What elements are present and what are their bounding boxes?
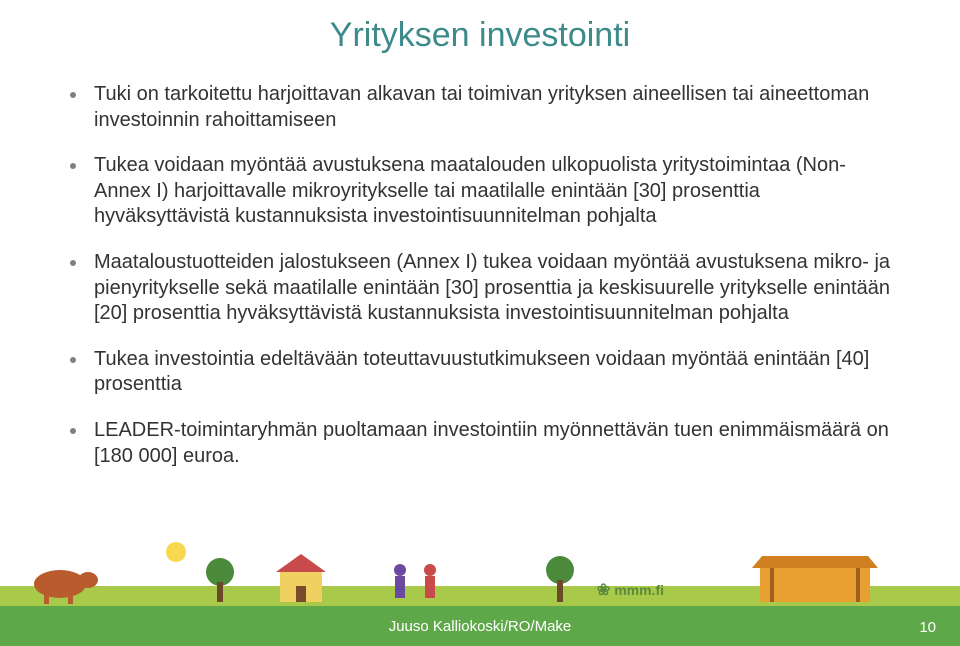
footer-illustration (0, 538, 960, 606)
bullet-item: Maataloustuotteiden jalostukseen (Annex … (70, 250, 900, 327)
footer-author: Juuso Kalliokoski/RO/Make (389, 618, 572, 635)
rural-scene-svg (0, 538, 960, 606)
bullet-text: Tukea investointia edeltävään toteuttavu… (94, 347, 900, 398)
bullet-dot-icon (70, 163, 76, 169)
bullet-item: Tukea investointia edeltävään toteuttavu… (70, 347, 900, 398)
slide-title: Yrityksen investointi (0, 16, 960, 55)
bullet-text: Tukea voidaan myöntää avustuksena maatal… (94, 153, 900, 230)
slide-content: Tuki on tarkoitettu harjoittavan alkavan… (70, 82, 900, 489)
bullet-dot-icon (70, 428, 76, 434)
slide: Yrityksen investointi Tuki on tarkoitett… (0, 0, 960, 646)
leaf-icon: ❀ (597, 580, 610, 600)
mmm-logo: ❀ mmm.fi (597, 580, 664, 600)
footer-bar: Juuso Kalliokoski/RO/Make 10 (0, 606, 960, 646)
bullet-text: Maataloustuotteiden jalostukseen (Annex … (94, 250, 900, 327)
page-number: 10 (919, 619, 936, 636)
bullet-dot-icon (70, 357, 76, 363)
bullet-item: LEADER-toimintaryhmän puoltamaan investo… (70, 418, 900, 469)
bullet-text: Tuki on tarkoitettu harjoittavan alkavan… (94, 82, 900, 133)
bullet-dot-icon (70, 92, 76, 98)
bullet-dot-icon (70, 260, 76, 266)
bullet-item: Tukea voidaan myöntää avustuksena maatal… (70, 153, 900, 230)
mmm-logo-text: mmm.fi (614, 582, 664, 598)
bullet-item: Tuki on tarkoitettu harjoittavan alkavan… (70, 82, 900, 133)
bullet-text: LEADER-toimintaryhmän puoltamaan investo… (94, 418, 900, 469)
